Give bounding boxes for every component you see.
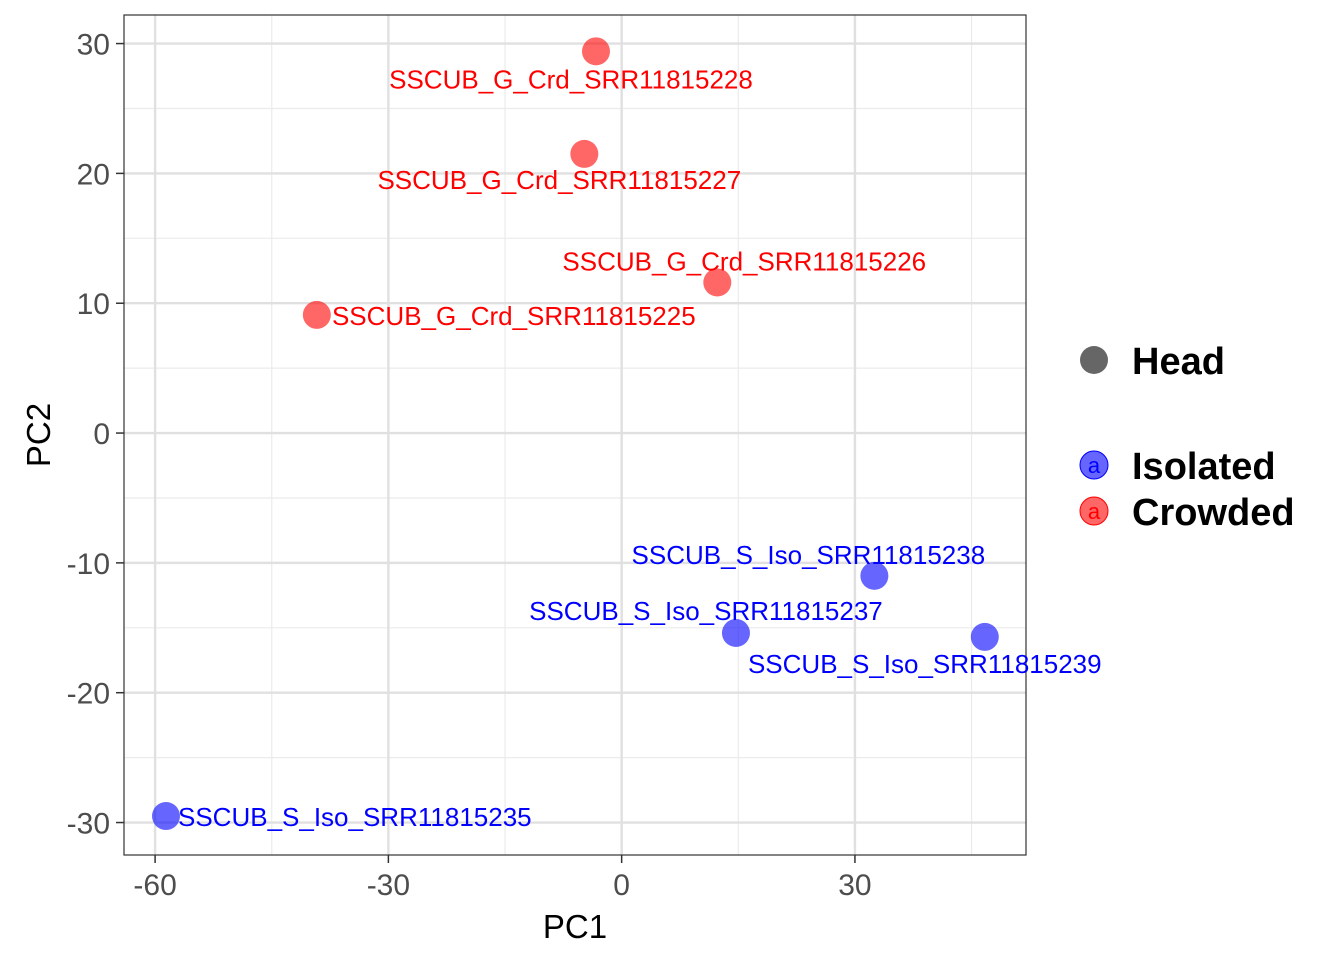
y-tick-label: -30 [67, 808, 110, 841]
scatter-point [721, 618, 750, 647]
legend-shape-label: Head [1132, 341, 1225, 383]
legend: Head a Isolated a Crowded [1079, 341, 1295, 534]
point-label: SSCUB_G_Crd_SRR11815228 [389, 64, 753, 94]
legend-color-key [1079, 450, 1109, 480]
legend-shape-key [1080, 346, 1108, 374]
y-tick-label: -20 [67, 678, 110, 711]
y-tick-label: -10 [67, 548, 110, 581]
y-tick-label: 30 [77, 29, 110, 62]
point-label: SSCUB_S_Iso_SRR11815237 [529, 596, 883, 626]
legend-series-label: Isolated [1132, 446, 1276, 488]
y-tick-label: 20 [77, 158, 110, 191]
point-labels: SSCUB_S_Iso_SRR11815238 SSCUB_S_Iso_SRR11… [178, 64, 1102, 832]
scatter-point [970, 622, 999, 651]
grid [124, 15, 1026, 855]
data-points [151, 37, 999, 831]
point-label: SSCUB_G_Crd_SRR11815225 [332, 301, 696, 331]
x-tick-label: 0 [613, 869, 630, 902]
scatter-point [151, 802, 180, 831]
scatter-point [581, 37, 610, 66]
x-axis-title: PC1 [543, 908, 607, 945]
point-label: SSCUB_G_Crd_SRR11815227 [377, 165, 741, 195]
y-tick-label: 0 [93, 418, 110, 451]
legend-color-key [1079, 496, 1109, 526]
legend-key-glyph: a [1088, 453, 1101, 478]
axis-ticks: -60 -30 0 30 30 20 10 0 -10 -20 -30 [67, 29, 872, 902]
scatter-point [703, 268, 732, 297]
scatter-point [860, 561, 889, 590]
point-label: SSCUB_G_Crd_SRR11815226 [562, 246, 926, 276]
point-label: SSCUB_S_Iso_SRR11815239 [748, 649, 1102, 679]
y-axis-title: PC2 [20, 403, 57, 467]
legend-key-glyph: a [1088, 499, 1101, 524]
x-tick-label: -60 [133, 869, 176, 902]
x-tick-label: 30 [838, 869, 871, 902]
scatter-point [570, 139, 599, 168]
y-tick-label: 10 [77, 288, 110, 321]
point-label: SSCUB_S_Iso_SRR11815235 [178, 802, 532, 832]
scatter-point [302, 300, 331, 329]
x-tick-label: -30 [367, 869, 410, 902]
panel-border [123, 14, 1027, 856]
legend-series-label: Crowded [1132, 492, 1295, 534]
point-label: SSCUB_S_Iso_SRR11815238 [632, 540, 986, 570]
